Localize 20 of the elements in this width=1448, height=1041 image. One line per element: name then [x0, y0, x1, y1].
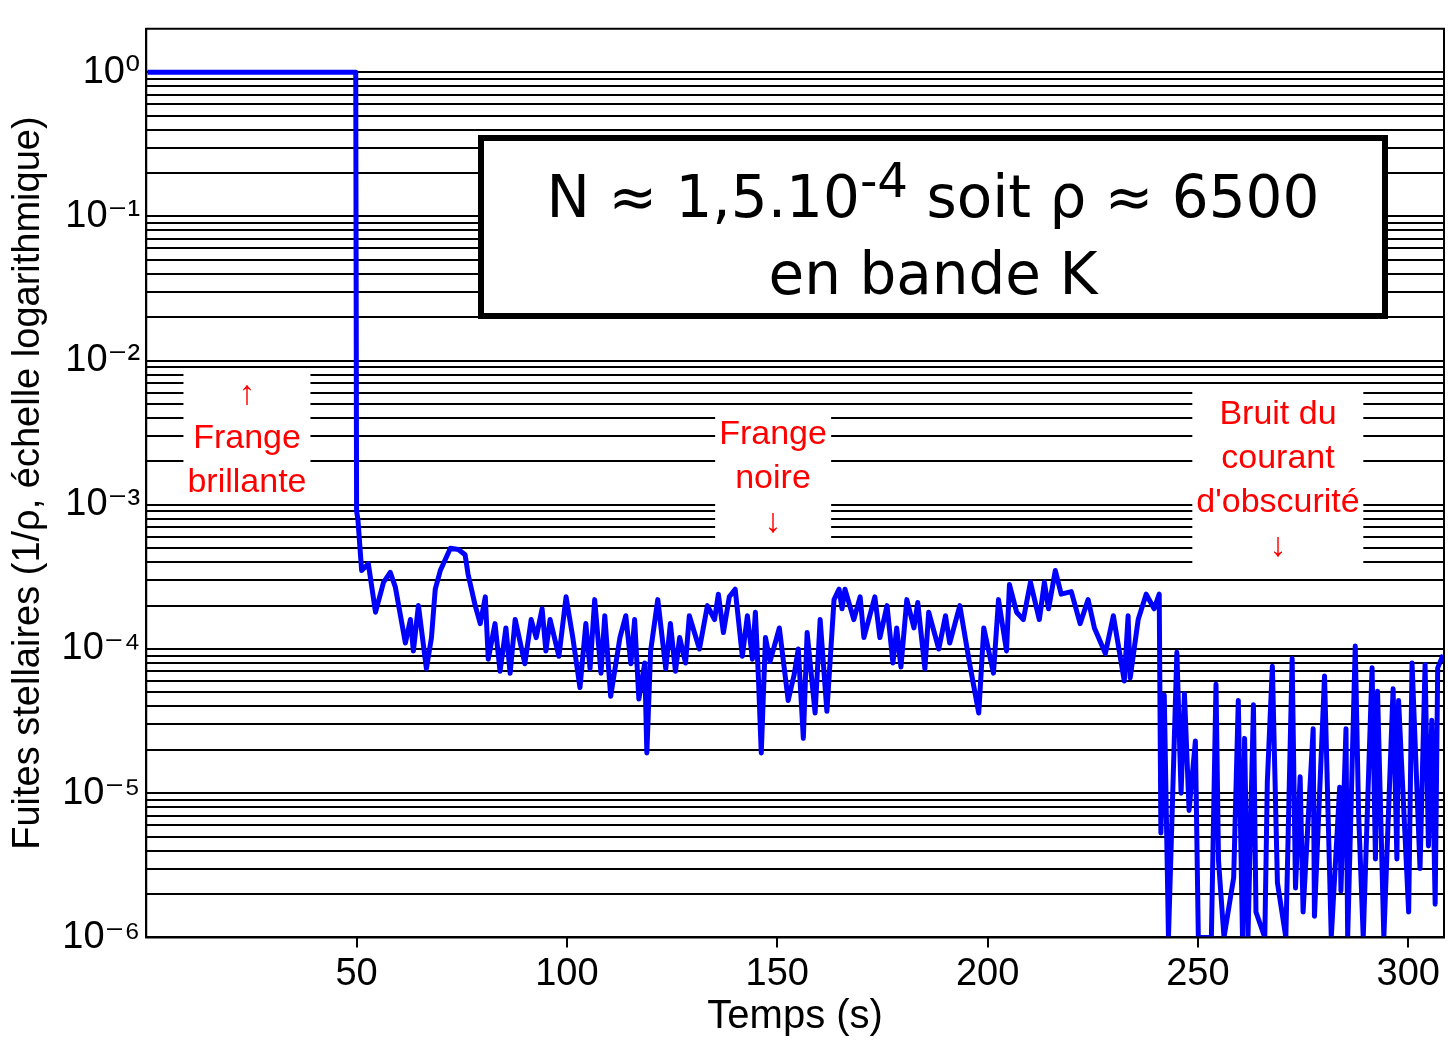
x-tick-label: 300 [1376, 950, 1440, 993]
annotation: en bande K [768, 238, 1098, 310]
y-tick-label: 10⁻⁶ [62, 913, 141, 956]
y-tick-label: 10⁻² [65, 337, 141, 380]
y-tick-label: 10⁻¹ [65, 192, 141, 235]
y-tick-label: 10⁻³ [65, 481, 141, 524]
x-tick-label: 250 [1166, 950, 1230, 993]
x-tick-label: 150 [745, 950, 809, 993]
annotation: Bruit du courant d'obscurité ↓ [1192, 390, 1364, 566]
y-tick-label: 10⁻⁴ [61, 625, 141, 668]
x-tick-label: 50 [335, 950, 378, 993]
annotation: ↑ Frange brillante [183, 370, 311, 502]
x-tick-label: 200 [955, 950, 1020, 993]
annotation: N ≈ 1,5.10$^{-4}$ soit ρ ≈ 6500 [546, 151, 1320, 234]
y-tick-label: 10⁰ [82, 48, 141, 91]
x-axis-title: Temps (s) [707, 992, 883, 1037]
y-axis-title: Fuites stellaires (1/ρ, échelle logarithmique) [5, 116, 48, 850]
y-tick-label: 10⁻⁵ [62, 769, 141, 812]
x-tick-label: 100 [535, 950, 599, 993]
annotation: Frange noire ↓ [715, 410, 831, 542]
